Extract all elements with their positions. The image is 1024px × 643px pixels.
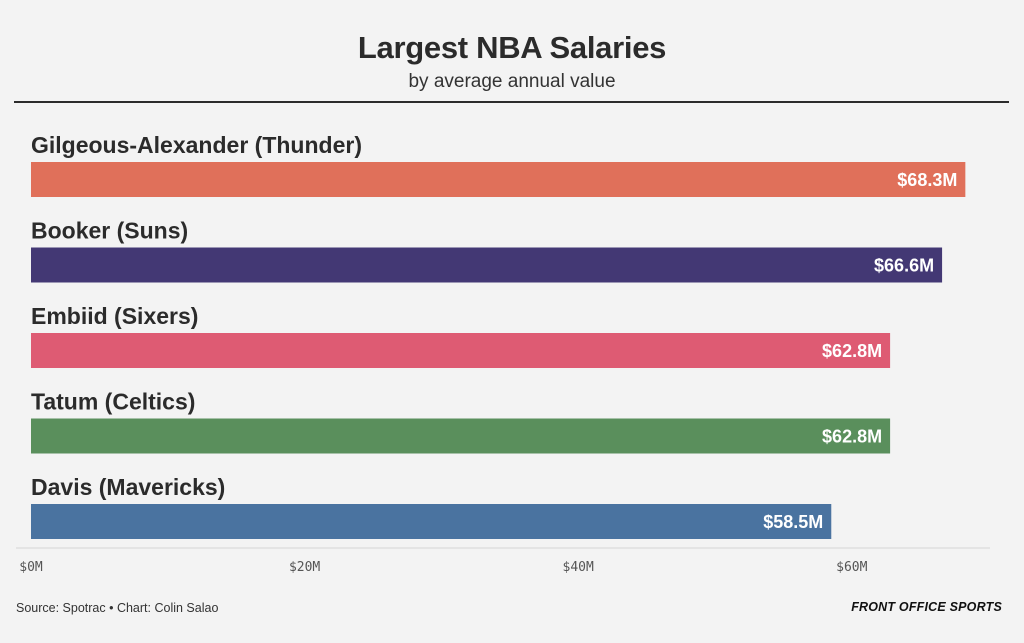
category-label: Booker (Suns) xyxy=(31,218,188,244)
brand-logo: FRONT OFFICE SPORTS xyxy=(851,600,1002,614)
x-tick-label: $60M xyxy=(836,560,867,575)
bar xyxy=(31,333,891,368)
category-label: Gilgeous-Alexander (Thunder) xyxy=(31,132,362,158)
category-label: Embiid (Sixers) xyxy=(31,303,198,329)
bar xyxy=(31,418,891,454)
chart-title: Largest NBA Salaries xyxy=(357,30,667,65)
chart-subtitle: by average annual value xyxy=(408,71,616,92)
category-label: Davis (Mavericks) xyxy=(31,474,225,500)
bar xyxy=(31,504,832,539)
value-label: $58.5M xyxy=(763,512,823,532)
x-axis: $0M $20M $40M $60M xyxy=(16,547,990,575)
x-tick-label: $0M xyxy=(19,560,43,575)
value-label: $66.6M xyxy=(874,256,934,276)
bars-group: Gilgeous-Alexander (Thunder) $68.3M Booker… xyxy=(31,132,966,539)
value-label: $68.3M xyxy=(897,170,957,190)
x-tick-label: $40M xyxy=(563,560,594,575)
title-divider xyxy=(14,101,1009,103)
source-note: Source: Spotrac • Chart: Colin Salao xyxy=(16,601,219,615)
bar xyxy=(31,247,943,283)
category-label: Tatum (Celtics) xyxy=(31,389,195,415)
value-label: $62.8M xyxy=(822,427,882,447)
bar xyxy=(31,162,966,197)
value-label: $62.8M xyxy=(822,341,882,361)
x-tick-label: $20M xyxy=(289,560,320,575)
